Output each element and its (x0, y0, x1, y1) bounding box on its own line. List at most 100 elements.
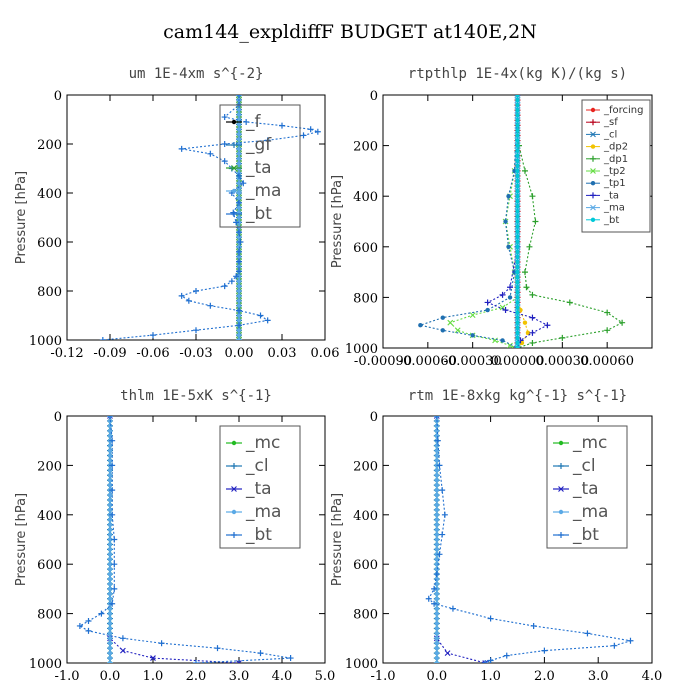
x-tick-label: 0.00 (225, 346, 254, 361)
data-point (515, 300, 520, 305)
data-point (107, 507, 113, 513)
data-point (441, 511, 448, 518)
data-point (515, 254, 520, 260)
data-point (107, 478, 113, 483)
data-point (469, 312, 476, 318)
data-point (611, 642, 618, 649)
data-point (514, 95, 521, 98)
data-point (515, 113, 520, 118)
data-point (515, 214, 520, 219)
data-point (515, 123, 520, 128)
data-point (236, 248, 242, 255)
data-point (214, 645, 221, 652)
data-point (523, 284, 530, 291)
data-point (236, 181, 242, 186)
data-point (300, 132, 307, 139)
data-point (558, 509, 564, 515)
data-point (120, 647, 126, 654)
data-point (532, 218, 539, 225)
data-point (434, 487, 439, 493)
legend-label: _bt (245, 525, 272, 545)
data-point (107, 416, 113, 419)
x-tick-label: -0.06 (136, 346, 169, 361)
data-point (440, 315, 445, 320)
data-point (499, 304, 506, 311)
data-point (236, 190, 242, 196)
data-point (264, 317, 271, 324)
y-axis-label: Pressure [hPa] (330, 175, 345, 268)
data-point (515, 310, 520, 315)
data-point (185, 297, 192, 304)
data-point (434, 611, 439, 616)
chart-panel-4: rtm 1E-8xkg kg^{-1} s^{-1} Pressure [hPa]… (330, 388, 662, 684)
x-tick-label: 4.0 (272, 669, 293, 684)
data-point (107, 631, 113, 636)
y-tick-label: 400 (37, 509, 62, 524)
data-point (257, 650, 264, 657)
data-point (236, 337, 242, 340)
data-point (566, 299, 573, 306)
legend-label: _forcing (603, 105, 644, 116)
data-point (434, 522, 439, 527)
y-axis-label: Pressure [hPa] (14, 171, 29, 264)
y-tick-label: 1000 (29, 657, 62, 672)
data-point (150, 332, 156, 339)
data-point (107, 586, 113, 592)
data-point (107, 655, 113, 661)
data-point (178, 292, 185, 299)
y-tick-label: 1000 (345, 657, 378, 672)
data-point (515, 158, 520, 163)
data-point (236, 95, 242, 98)
data-point (434, 497, 439, 503)
data-point (221, 141, 228, 147)
data-point (434, 606, 439, 611)
data-point (236, 254, 242, 259)
data-point (590, 204, 596, 211)
legend-label: _bt (572, 525, 599, 545)
data-point (236, 172, 242, 179)
series-group (418, 95, 626, 348)
legend-box (219, 104, 301, 228)
data-point (236, 234, 242, 240)
data-point (231, 211, 237, 217)
y-tick-label: 0 (54, 410, 62, 425)
data-point (257, 312, 264, 319)
data-point (515, 224, 520, 229)
data-point (515, 219, 520, 224)
data-point (484, 299, 491, 306)
data-point (107, 562, 113, 567)
data-point (236, 293, 242, 299)
data-point (434, 631, 439, 636)
y-tick-label: 800 (37, 608, 62, 623)
data-point (434, 517, 439, 522)
data-point (434, 645, 439, 651)
legend-label: _dp2 (603, 142, 628, 153)
data-point (107, 443, 113, 448)
x-tick-label: 2.0 (186, 669, 207, 684)
data-point (236, 122, 242, 127)
data-point (314, 128, 321, 135)
data-point (107, 616, 113, 621)
data-point (109, 437, 116, 444)
data-point (236, 268, 242, 275)
data-point (236, 229, 242, 236)
data-point (515, 285, 520, 290)
x-tick-label: -0.12 (50, 346, 83, 361)
data-point (590, 181, 596, 186)
x-tick-label: -0.00090 (354, 354, 412, 369)
data-point (482, 660, 489, 663)
x-tick-label: 0.0 (100, 669, 121, 684)
data-point (541, 647, 548, 654)
data-point (433, 571, 440, 578)
data-point (619, 319, 626, 326)
data-point (558, 486, 564, 492)
data-point (107, 433, 113, 438)
data-point (559, 334, 566, 341)
data-point (521, 269, 528, 276)
data-point (236, 307, 242, 314)
data-point (178, 145, 185, 152)
data-point (111, 536, 118, 543)
data-point (107, 566, 113, 572)
panel-title: rtm 1E-8xkg kg^{-1} s^{-1} (408, 388, 627, 404)
data-point (107, 621, 113, 626)
